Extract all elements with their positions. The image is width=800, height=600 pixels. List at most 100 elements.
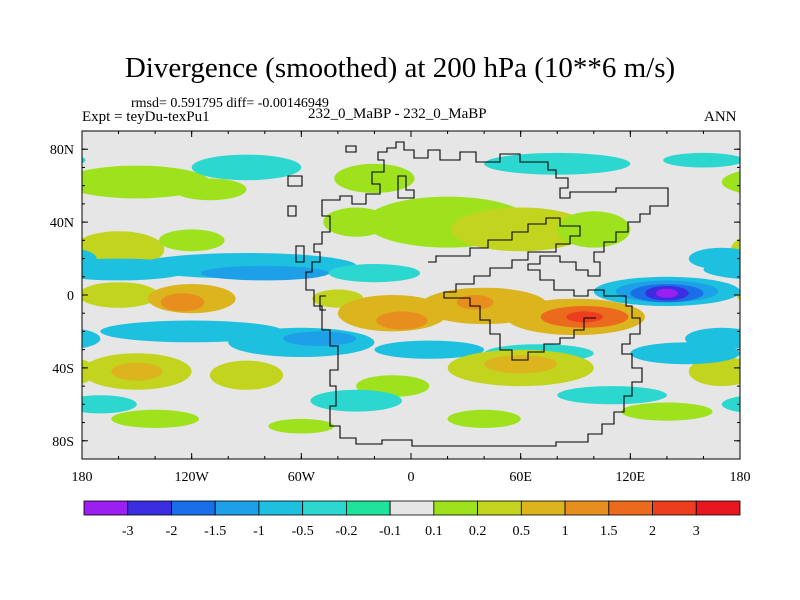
northern-island-c-outline xyxy=(397,175,415,199)
field-contours xyxy=(82,152,800,434)
x-tick-label: 180 xyxy=(730,470,751,485)
field-contour-17 xyxy=(82,282,159,308)
field-contour-10 xyxy=(82,231,165,268)
colorbar-swatch xyxy=(652,500,697,516)
field-contour-39-wrap xyxy=(740,353,800,389)
x-tick-label: 60W xyxy=(288,470,316,485)
colorbar: -3 -2 -1.5 -1 -0.5 -0.2 -0.1 0.1 0.2 0.5 1 1.5 2 3 xyxy=(83,500,741,539)
northern-island-a-outline xyxy=(345,145,357,153)
field-contour-40 xyxy=(111,362,163,381)
y-tick-label: 80N xyxy=(50,143,74,158)
field-contour-3 xyxy=(484,152,631,175)
case-label: 232_0_MaBP - 232_0_MaBP xyxy=(308,106,487,122)
colorbar-swatch xyxy=(520,500,566,516)
field-contour-4 xyxy=(663,152,740,168)
colorbar-label: -0.2 xyxy=(335,524,357,539)
field-contour-49-wrap xyxy=(721,396,740,413)
colorbar-label: -2 xyxy=(166,524,178,539)
colorbar-swatch xyxy=(127,500,172,516)
northern-island-b-outline xyxy=(287,175,303,187)
stats-label: rmsd= 0.591795 diff= -0.00146949 xyxy=(131,96,329,111)
field-contour-47 xyxy=(310,389,402,412)
colorbar-swatch xyxy=(345,500,391,516)
continent-outline xyxy=(305,141,669,447)
field-contour-36 xyxy=(374,340,485,359)
field-contour-11 xyxy=(158,229,225,252)
colorbar-label: 0.2 xyxy=(469,524,487,539)
field-contour-15-wrap xyxy=(82,249,97,268)
field-contour-19 xyxy=(160,293,205,312)
y-tick-label: 0 xyxy=(67,289,74,304)
field-contour-5 xyxy=(173,178,247,201)
field-contour-50 xyxy=(111,409,199,428)
colorbar-label: 1 xyxy=(562,524,569,539)
colorbar-swatch xyxy=(608,500,653,516)
colorbar-label: 0.1 xyxy=(425,524,443,539)
x-tick-label: 120W xyxy=(175,470,210,485)
x-tick-label: 120E xyxy=(616,470,646,485)
field-contour-10-wrap xyxy=(730,238,740,261)
field-contour-22 xyxy=(376,311,428,330)
y-tick-label: 80S xyxy=(52,435,74,450)
field-contour-48 xyxy=(557,386,667,405)
field-contour-27 xyxy=(566,311,603,323)
field-contour-45-wrap xyxy=(82,359,97,384)
experiment-label: Expt = teyDu-texPu1 xyxy=(82,109,210,125)
colorbar-swatch xyxy=(302,500,347,516)
x-axis: 180 120W 60W 0 60E 120E 180 xyxy=(72,131,751,485)
field-contour-37-wrap xyxy=(82,329,101,349)
field-contour-49 xyxy=(82,395,137,414)
colorbar-swatch xyxy=(477,500,522,516)
field-contour-24 xyxy=(456,295,494,310)
field-contour-41 xyxy=(209,360,284,390)
western-arm-outline xyxy=(295,245,305,263)
x-tick-label: 0 xyxy=(408,470,415,485)
colorbar-swatch xyxy=(171,500,216,516)
coastline xyxy=(287,141,669,447)
interior-outline xyxy=(428,217,596,361)
field-contour-53 xyxy=(268,418,335,434)
y-axis: 80N 40N 0 40S 80S xyxy=(50,143,740,450)
field-contour-35 xyxy=(283,331,357,347)
colorbar-label: -0.5 xyxy=(292,524,314,539)
field-contour-51 xyxy=(447,409,521,428)
field-contour-14 xyxy=(328,264,421,283)
western-island-outline xyxy=(287,205,297,217)
field-contour-4-wrap xyxy=(82,157,86,164)
colorbar-swatch xyxy=(83,500,129,516)
southern-peninsula-outline xyxy=(319,295,326,311)
colorbar-label: -3 xyxy=(122,524,134,539)
colorbar-label: -0.1 xyxy=(379,524,401,539)
colorbar-label: -1.5 xyxy=(204,524,226,539)
field-layer xyxy=(82,131,800,459)
colorbar-swatch xyxy=(214,500,260,516)
chart-title: Divergence (smoothed) at 200 hPa (10**6 … xyxy=(124,52,676,84)
x-tick-label: 180 xyxy=(72,470,93,485)
field-contour-46 xyxy=(630,342,740,365)
field-contour-15 xyxy=(688,247,740,270)
field-contour-9 xyxy=(323,207,390,237)
colorbar-swatch xyxy=(695,500,741,516)
field-contour-0-wrap xyxy=(721,171,740,193)
season-label: ANN xyxy=(704,109,737,125)
field-contour-32 xyxy=(655,288,678,298)
colorbar-label: 3 xyxy=(693,524,700,539)
field-contour-1 xyxy=(191,154,302,181)
colorbar-label: -1 xyxy=(253,524,265,539)
field-contour-45 xyxy=(688,356,740,387)
colorbar-label: 0.5 xyxy=(513,524,531,539)
x-tick-label: 60E xyxy=(509,470,532,485)
colorbar-swatch xyxy=(389,500,435,516)
field-contour-16 xyxy=(200,265,329,281)
colorbar-swatch xyxy=(433,500,478,516)
colorbar-label: 2 xyxy=(649,524,656,539)
field-contour-2 xyxy=(334,163,415,193)
y-tick-label: 40S xyxy=(52,362,74,377)
colorbar-swatch xyxy=(564,500,610,516)
y-tick-label: 40N xyxy=(50,216,74,231)
field-contour-43 xyxy=(484,355,558,374)
field-contour-17-wrap xyxy=(736,289,740,301)
field-contour-8 xyxy=(557,211,631,248)
colorbar-swatch xyxy=(258,500,304,516)
